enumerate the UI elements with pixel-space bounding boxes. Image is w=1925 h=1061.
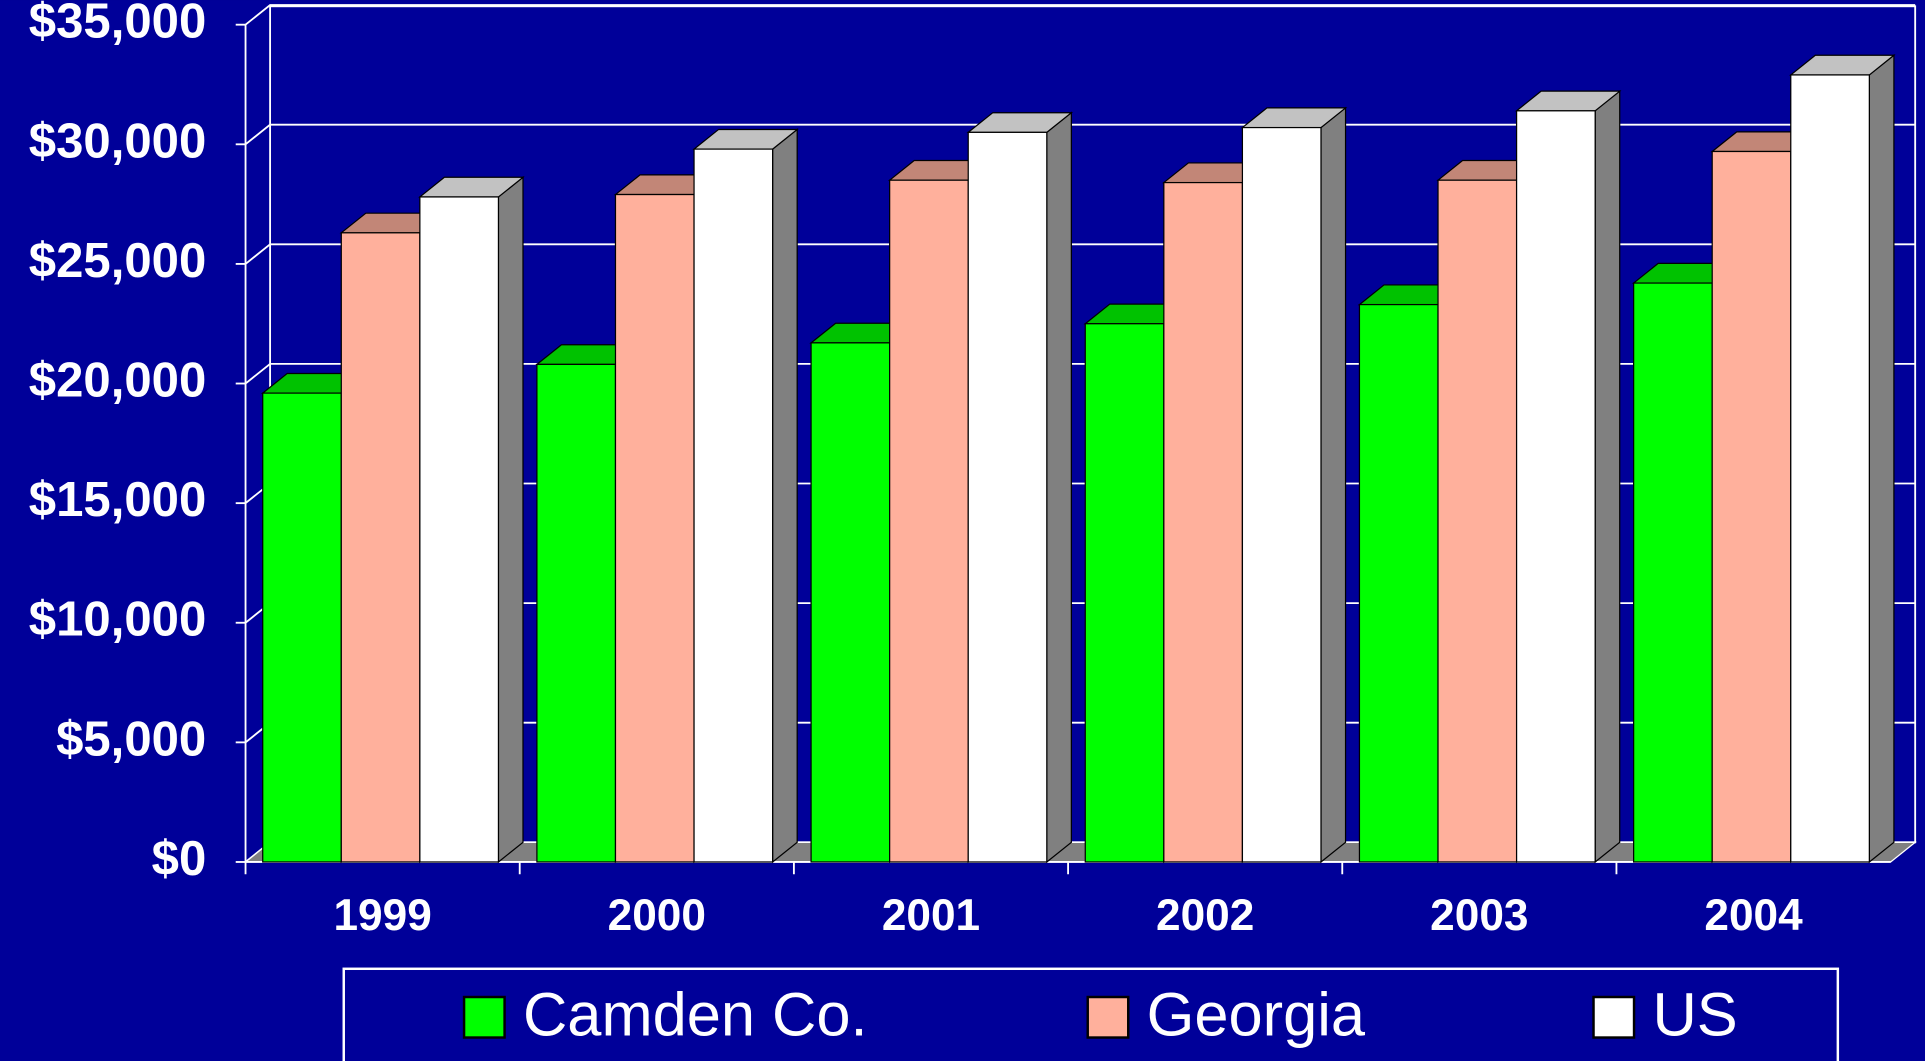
legend-swatch (1086, 995, 1130, 1039)
bar (692, 128, 799, 864)
x-tick-label: 1999 (333, 891, 431, 940)
y-tick-label: $5,000 (56, 712, 206, 766)
legend-box (342, 967, 1840, 1061)
legend-swatch (1592, 995, 1636, 1039)
bar-front (1790, 74, 1870, 863)
bar-front (536, 363, 617, 863)
x-tick-label: 2001 (882, 891, 980, 940)
legend-label: Camden Co. (523, 980, 868, 1049)
bar-side (1868, 54, 1895, 864)
bar-front (1711, 150, 1792, 863)
bar-front (1515, 110, 1596, 863)
bar-side (497, 176, 524, 864)
y-tick-label: $0 (152, 832, 207, 886)
bar (1514, 89, 1622, 864)
y-tick-label: $15,000 (29, 473, 206, 527)
bar-front (889, 179, 969, 863)
bar-front (693, 148, 774, 863)
bar-front (967, 131, 1048, 863)
bar (966, 111, 1074, 864)
bar-front (1633, 282, 1713, 863)
bar-side (1320, 106, 1347, 864)
bar (1240, 106, 1348, 864)
bar-front (340, 232, 421, 863)
y-tick-label: $30,000 (29, 114, 206, 168)
grid-line (244, 243, 1916, 265)
bar-front (1437, 179, 1518, 863)
bar-side (772, 128, 798, 864)
grid-line (244, 4, 1916, 26)
bar-front (262, 392, 342, 863)
bar (418, 176, 525, 864)
x-tick-label: 2003 (1430, 891, 1528, 940)
legend-label: US (1652, 980, 1737, 1049)
bar-side (1046, 111, 1072, 864)
y-tick-label: $35,000 (29, 0, 206, 49)
legend-swatch (462, 995, 506, 1039)
x-tick-label: 2000 (608, 891, 706, 940)
y-tick-label: $25,000 (29, 234, 206, 288)
y-tick-label: $10,000 (29, 593, 206, 647)
x-tick-label: 2004 (1704, 891, 1803, 940)
bar-front (1163, 181, 1244, 863)
bar-front (810, 342, 891, 863)
legend-label: Georgia (1147, 980, 1366, 1049)
y-tick-label: $20,000 (29, 353, 206, 407)
bar-front (1084, 323, 1165, 863)
bar-front (1241, 126, 1322, 863)
grid-line (244, 123, 1916, 146)
x-tick-label: 2002 (1156, 891, 1254, 940)
bar-front (614, 193, 695, 863)
bar (1789, 54, 1896, 864)
bar-front (1358, 303, 1439, 863)
bar-side (1594, 89, 1621, 864)
bar-front (419, 196, 500, 863)
